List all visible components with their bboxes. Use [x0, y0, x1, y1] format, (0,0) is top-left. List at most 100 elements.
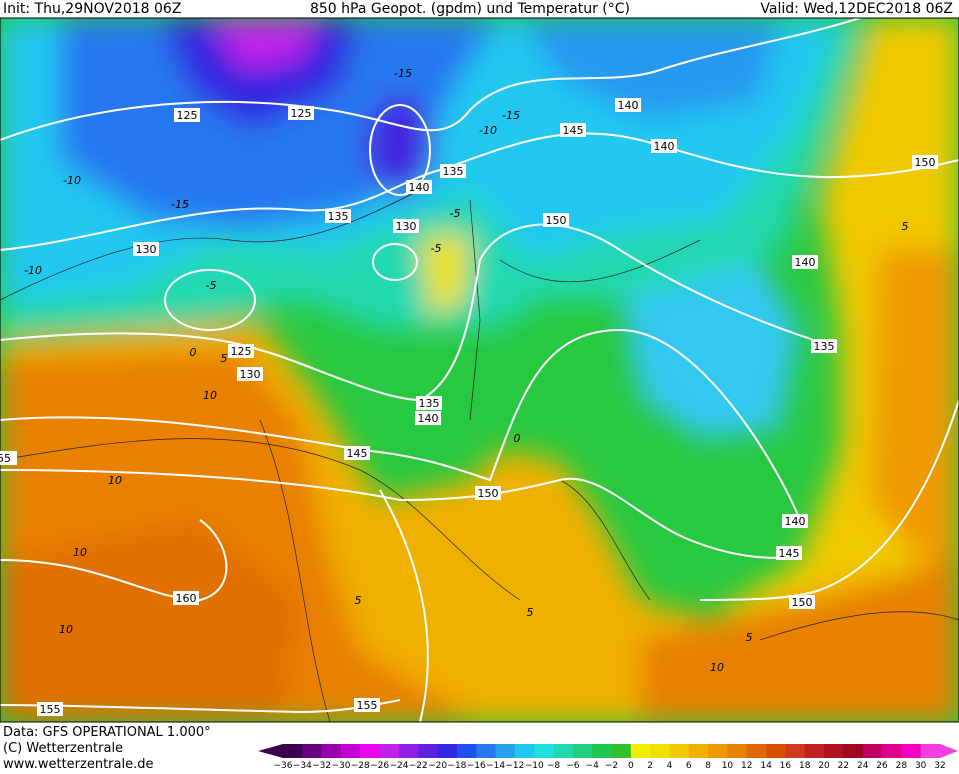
data-source: Data: GFS OPERATIONAL 1.000°	[3, 725, 211, 740]
geopotential-label: 150	[792, 596, 813, 609]
color-bar-label: 22	[838, 761, 849, 770]
website: www.wetterzentrale.de	[3, 757, 153, 770]
isotherm-label: 0	[190, 346, 197, 359]
color-bar-box	[630, 744, 651, 758]
init-time: Init: Thu,29NOV2018 06Z	[3, 1, 181, 17]
color-bar-box	[340, 744, 361, 758]
geopotential-label: 135	[328, 210, 349, 223]
color-bar-box	[572, 744, 593, 758]
color-bar-box	[321, 744, 342, 758]
color-bar-box	[650, 744, 670, 758]
color-bar-label: 14	[760, 761, 772, 770]
color-bar-label: −20	[428, 761, 447, 770]
label-box	[228, 344, 254, 358]
isotherm-label: 10	[59, 623, 73, 636]
label-box	[440, 164, 466, 178]
geopotential-label: 145	[347, 447, 368, 460]
geopotential-label: 140	[654, 140, 675, 153]
color-bar-label: −24	[389, 761, 408, 770]
color-bar-box	[283, 744, 303, 758]
color-bar-box	[592, 744, 612, 758]
color-bar-label: 18	[799, 761, 811, 770]
color-bar-box	[766, 744, 786, 758]
color-bar-label: −18	[447, 761, 466, 770]
color-bar-box	[862, 744, 883, 758]
label-box	[237, 367, 263, 381]
isotherm-label: -10	[63, 174, 81, 187]
color-bar-box	[804, 744, 825, 758]
label-box	[174, 108, 200, 122]
isotherm-label: -5	[431, 242, 442, 255]
color-bar-box	[901, 744, 922, 758]
geopotential-label: 140	[409, 181, 430, 194]
color-bar-label: 0	[628, 761, 634, 770]
color-bar-label: −34	[293, 761, 312, 770]
color-bar-label: −36	[274, 761, 293, 770]
label-box	[789, 595, 815, 609]
geopotential-label: 155	[357, 699, 378, 712]
geopotential-label: 140	[785, 515, 806, 528]
color-bar-label: 6	[686, 761, 692, 770]
color-bar-box	[534, 744, 555, 758]
color-bar-box	[553, 744, 574, 758]
color-bar-box	[379, 744, 400, 758]
color-bar-label: −12	[505, 761, 524, 770]
geopotential-label: 135	[443, 165, 464, 178]
geopotential-label: 55	[0, 452, 11, 465]
color-bar-label: 26	[876, 761, 888, 770]
geopotential-label: 130	[136, 243, 157, 256]
valid-time: Valid: Wed,12DEC2018 06Z	[760, 1, 953, 17]
isotherm-label: -5	[450, 207, 461, 220]
isotherm-label: 5	[221, 352, 228, 365]
color-bar-box	[746, 744, 767, 758]
geopotential-label: 140	[418, 412, 439, 425]
label-box	[615, 98, 641, 112]
label-box	[393, 219, 419, 233]
isotherm-label: 0	[514, 432, 521, 445]
color-bar-box	[843, 744, 864, 758]
color-bar-label: −32	[312, 761, 331, 770]
isotherm-label: 5	[355, 594, 362, 607]
color-bar-label: −14	[486, 761, 505, 770]
color-bar-label: 20	[818, 761, 830, 770]
isotherm-label: -15	[171, 198, 189, 211]
label-box	[415, 411, 441, 425]
color-bar-box	[476, 744, 497, 758]
copyright: (C) Wetterzentrale	[3, 741, 123, 756]
color-bar-box	[727, 744, 748, 758]
label-box	[406, 180, 432, 194]
color-bar-label: 10	[722, 761, 734, 770]
color-bar-label: −26	[370, 761, 389, 770]
label-box	[792, 255, 818, 269]
geopotential-label: 140	[618, 99, 639, 112]
isotherm-label: 10	[73, 546, 87, 559]
label-box	[344, 446, 370, 460]
geopotential-label: 150	[478, 487, 499, 500]
color-bar-box	[437, 744, 458, 758]
isotherm-label: 5	[527, 606, 534, 619]
color-bar-box	[882, 744, 902, 758]
color-bar-label: −22	[409, 761, 428, 770]
isotherm-label: 5	[902, 220, 909, 233]
map-frame	[0, 17, 959, 723]
label-box	[651, 139, 677, 153]
geopotential-label: 130	[396, 220, 417, 233]
color-bar-label: 2	[647, 761, 653, 770]
label-box	[288, 106, 314, 120]
color-bar-label: 16	[780, 761, 792, 770]
color-bar-label: −4	[586, 761, 600, 770]
isotherm-label: -15	[502, 109, 520, 122]
label-box	[133, 242, 159, 256]
label-box	[560, 123, 586, 137]
color-bar-label: 24	[857, 761, 869, 770]
label-box	[354, 698, 380, 712]
color-bar-box	[398, 744, 419, 758]
isotherm-label: 10	[710, 661, 724, 674]
geopotential-label: 125	[231, 345, 252, 358]
isotherm-label: 10	[203, 389, 217, 402]
map-title: 850 hPa Geopot. (gpdm) und Temperatur (°…	[310, 1, 630, 17]
geopotential-label: 150	[915, 156, 936, 169]
labels: 125 125 135 140 135 130 130 125 130 135 140 145 150 1…	[0, 67, 938, 716]
color-bar-box	[360, 744, 381, 758]
